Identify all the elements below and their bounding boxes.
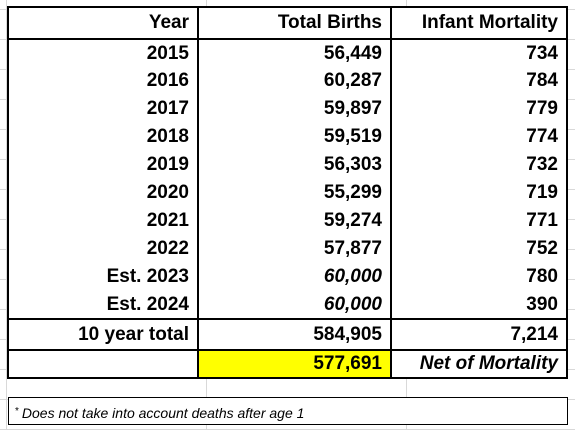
- births-mortality-table: Year Total Births Infant Mortality 2015 …: [7, 6, 568, 379]
- year-cell[interactable]: 2020: [7, 179, 199, 207]
- total-row: 10 year total 584,905 7,214: [7, 319, 568, 351]
- mortality-cell[interactable]: 784: [390, 67, 568, 95]
- mortality-cell[interactable]: 719: [390, 179, 568, 207]
- year-cell[interactable]: 2019: [7, 151, 199, 179]
- mortality-cell[interactable]: 752: [390, 235, 568, 263]
- mortality-cell[interactable]: 390: [390, 291, 568, 320]
- table-row: 2021 59,274 771: [7, 207, 568, 235]
- header-total-births[interactable]: Total Births: [197, 6, 392, 40]
- year-cell[interactable]: 2017: [7, 95, 199, 123]
- mortality-cell[interactable]: 780: [390, 263, 568, 291]
- births-cell[interactable]: 60,287: [197, 67, 392, 95]
- table-row: 2019 56,303 732: [7, 151, 568, 179]
- mortality-cell[interactable]: 774: [390, 123, 568, 151]
- total-label[interactable]: 10 year total: [7, 319, 199, 351]
- mortality-cell[interactable]: 734: [390, 39, 568, 67]
- footnote-marker: *: [15, 406, 19, 417]
- year-cell[interactable]: Est. 2023: [7, 263, 199, 291]
- mortality-cell[interactable]: 779: [390, 95, 568, 123]
- mortality-cell[interactable]: 771: [390, 207, 568, 235]
- header-infant-mortality[interactable]: Infant Mortality: [390, 6, 568, 40]
- births-cell[interactable]: 56,449: [197, 39, 392, 67]
- year-cell[interactable]: 2022: [7, 235, 199, 263]
- net-births-cell[interactable]: 577,691: [197, 350, 392, 379]
- empty-cell[interactable]: [7, 350, 199, 379]
- table-row: 2017 59,897 779: [7, 95, 568, 123]
- births-cell[interactable]: 55,299: [197, 179, 392, 207]
- births-estimate-cell[interactable]: 60,000: [197, 263, 392, 291]
- year-cell[interactable]: 2021: [7, 207, 199, 235]
- footnote-text: Does not take into account deaths after …: [21, 405, 305, 421]
- year-cell[interactable]: 2015: [7, 39, 199, 67]
- table-row: 2020 55,299 719: [7, 179, 568, 207]
- year-cell[interactable]: 2016: [7, 67, 199, 95]
- mortality-cell[interactable]: 732: [390, 151, 568, 179]
- table-row: 2015 56,449 734: [7, 39, 568, 67]
- births-cell[interactable]: 59,274: [197, 207, 392, 235]
- table-row: Est. 2024 60,000 390: [7, 291, 568, 320]
- table-row: 2018 59,519 774: [7, 123, 568, 151]
- header-row: Year Total Births Infant Mortality: [7, 6, 568, 40]
- net-label[interactable]: Net of Mortality: [390, 350, 568, 379]
- header-year[interactable]: Year: [7, 6, 199, 40]
- net-row: 577,691 Net of Mortality: [7, 350, 568, 379]
- births-cell[interactable]: 59,519: [197, 123, 392, 151]
- year-cell[interactable]: 2018: [7, 123, 199, 151]
- total-births-cell[interactable]: 584,905: [197, 319, 392, 351]
- table-row: 2016 60,287 784: [7, 67, 568, 95]
- table-row: Est. 2023 60,000 780: [7, 263, 568, 291]
- births-cell[interactable]: 56,303: [197, 151, 392, 179]
- footnote[interactable]: * Does not take into account deaths after…: [8, 397, 568, 425]
- table-row: 2022 57,877 752: [7, 235, 568, 263]
- total-mortality-cell[interactable]: 7,214: [390, 319, 568, 351]
- births-estimate-cell[interactable]: 60,000: [197, 291, 392, 320]
- births-cell[interactable]: 57,877: [197, 235, 392, 263]
- year-cell[interactable]: Est. 2024: [7, 291, 199, 320]
- births-cell[interactable]: 59,897: [197, 95, 392, 123]
